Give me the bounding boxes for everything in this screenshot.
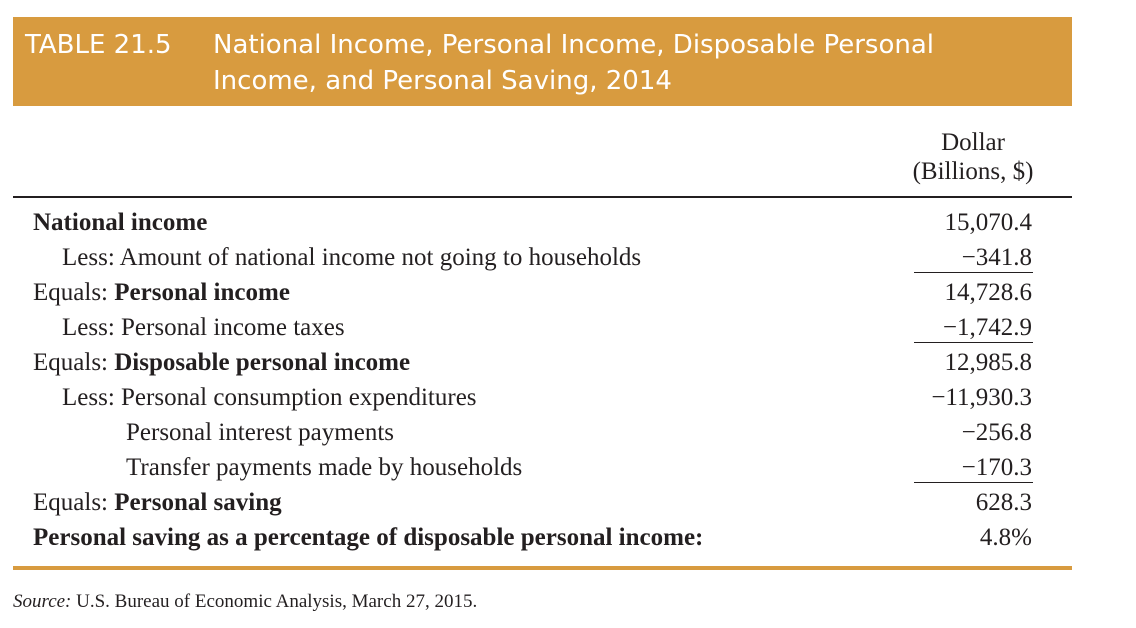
row-label: Less: Personal income taxes [62,314,345,341]
row-value: −11,930.3 [931,384,1032,411]
table-title: National Income, Personal Income, Dispos… [213,27,1013,99]
row-label: Personal saving as a percentage of dispo… [33,524,704,551]
table-row-transfer-payments: Transfer payments made by households −17… [0,450,1136,485]
footer-rule [13,566,1072,570]
row-label: Equals: Personal income [33,275,290,310]
row-value: −341.8 [961,244,1032,271]
source-label: Source: [13,591,72,612]
row-value: 14,728.6 [944,279,1033,306]
subtotal-rule [914,272,1033,273]
row-label: Personal interest payments [126,419,394,446]
row-label: Transfer payments made by households [126,454,523,481]
row-value: 628.3 [975,489,1032,516]
row-value: −1,742.9 [942,314,1032,341]
subtotal-rule [914,482,1033,483]
row-prefix: Equals: [33,349,115,376]
row-label: Less: Amount of national income not goin… [62,244,642,271]
row-value: 12,985.8 [944,349,1033,376]
table-row-personal-income-taxes: Less: Personal income taxes −1,742.9 [0,310,1136,345]
row-value: 4.8% [979,524,1032,551]
table-row-disposable-personal-income: Equals: Disposable personal income 12,98… [0,345,1136,380]
table-row-consumption-expenditures: Less: Personal consumption expenditures … [0,380,1136,415]
source-note: Source: U.S. Bureau of Economic Analysis… [13,590,477,614]
source-text: U.S. Bureau of Economic Analysis, March … [71,591,478,612]
row-label: Equals: Disposable personal income [33,345,410,380]
row-value: −170.3 [961,454,1032,481]
row-value: 15,070.4 [944,209,1033,236]
table-row-personal-saving: Equals: Personal saving 628.3 [0,485,1136,520]
row-label: Less: Personal consumption expenditures [62,384,477,411]
row-prefix: Equals: [33,279,115,306]
column-header: Dollar (Billions, $) [880,128,1066,186]
table-row-less-not-to-households: Less: Amount of national income not goin… [0,240,1136,275]
row-label: National income [33,209,208,236]
table-number: TABLE 21.5 [25,30,172,60]
table-title-line-2: Income, and Personal Saving, 2014 [213,66,672,96]
header-rule [13,196,1072,198]
table-row-personal-income: Equals: Personal income 14,728.6 [0,275,1136,310]
table-row-national-income: National income 15,070.4 [0,205,1136,240]
row-prefix: Equals: [33,489,115,516]
row-label: Equals: Personal saving [33,485,282,520]
row-value: −256.8 [961,419,1032,446]
column-header-line-2: (Billions, $) [912,158,1034,185]
table-header-bar: TABLE 21.5 National Income, Personal Inc… [13,17,1072,106]
row-label-bold: Personal income [114,279,290,306]
table-title-line-1: National Income, Personal Income, Dispos… [213,30,934,60]
row-label-bold: Personal saving [114,489,282,516]
table-row-saving-percentage: Personal saving as a percentage of dispo… [0,520,1136,555]
table-row-interest-payments: Personal interest payments −256.8 [0,415,1136,450]
subtotal-rule [914,342,1033,343]
column-header-line-1: Dollar [941,129,1005,156]
row-label-bold: Disposable personal income [114,349,411,376]
